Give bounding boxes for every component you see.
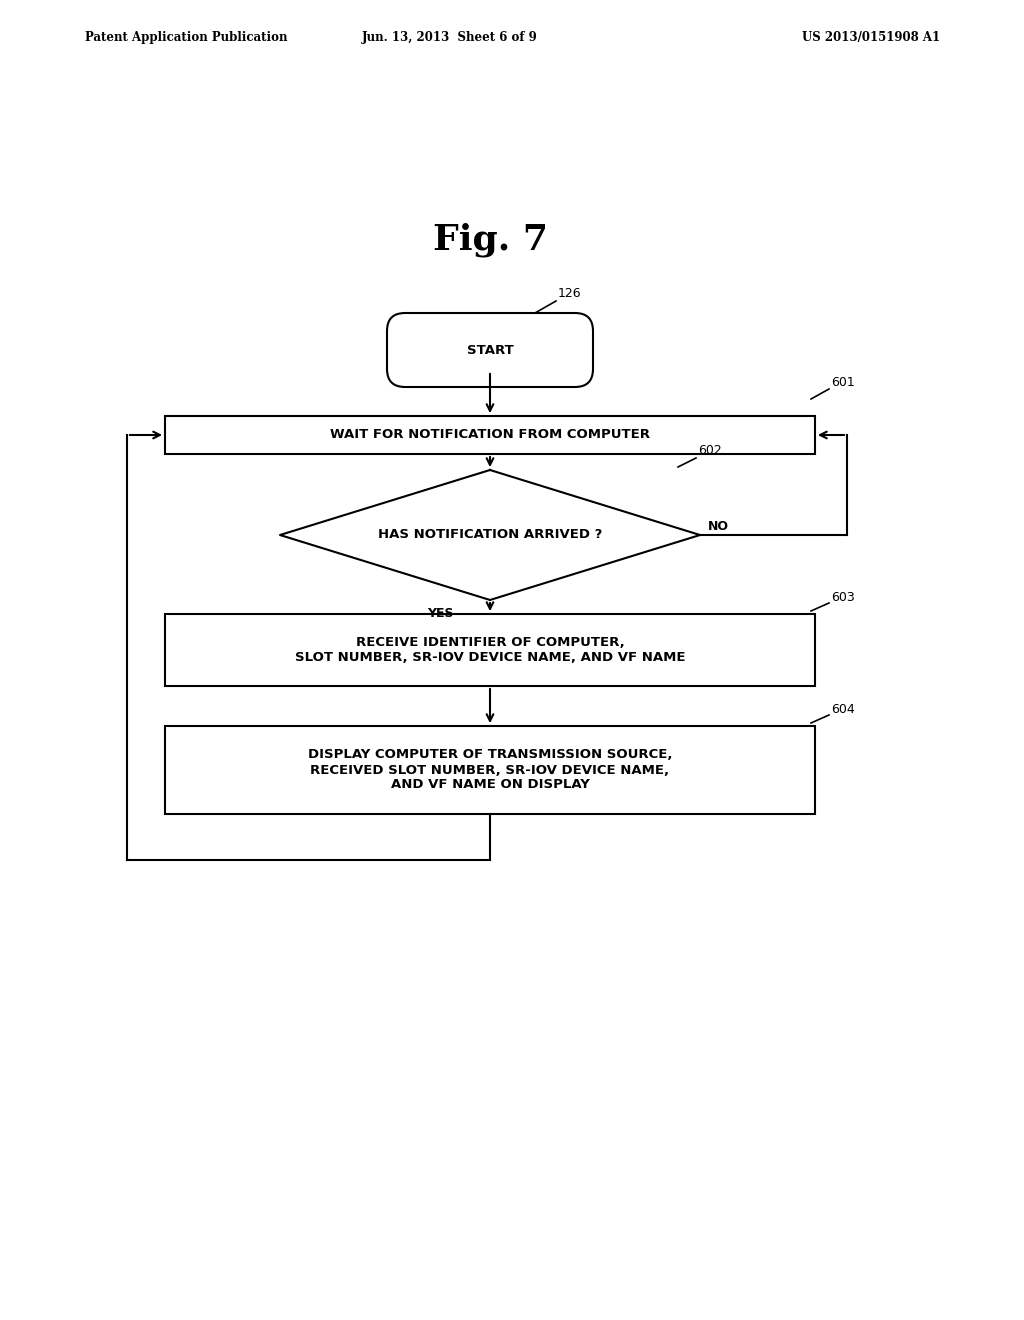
Text: START: START — [467, 343, 513, 356]
Text: Jun. 13, 2013  Sheet 6 of 9: Jun. 13, 2013 Sheet 6 of 9 — [362, 32, 538, 45]
Text: RECEIVE IDENTIFIER OF COMPUTER,
SLOT NUMBER, SR-IOV DEVICE NAME, AND VF NAME: RECEIVE IDENTIFIER OF COMPUTER, SLOT NUM… — [295, 636, 685, 664]
Text: YES: YES — [427, 607, 454, 620]
Text: WAIT FOR NOTIFICATION FROM COMPUTER: WAIT FOR NOTIFICATION FROM COMPUTER — [330, 429, 650, 441]
Text: NO: NO — [708, 520, 729, 533]
Text: US 2013/0151908 A1: US 2013/0151908 A1 — [802, 32, 940, 45]
Bar — [165, 726, 815, 814]
Text: Fig. 7: Fig. 7 — [432, 223, 548, 257]
Text: Patent Application Publication: Patent Application Publication — [85, 32, 288, 45]
Text: 604: 604 — [831, 704, 855, 715]
Text: HAS NOTIFICATION ARRIVED ?: HAS NOTIFICATION ARRIVED ? — [378, 528, 602, 541]
Bar — [165, 614, 815, 686]
Text: 126: 126 — [558, 286, 582, 300]
Text: 603: 603 — [831, 591, 855, 605]
Text: 602: 602 — [698, 444, 722, 457]
FancyBboxPatch shape — [387, 313, 593, 387]
Bar — [165, 416, 815, 454]
Text: DISPLAY COMPUTER OF TRANSMISSION SOURCE,
RECEIVED SLOT NUMBER, SR-IOV DEVICE NAM: DISPLAY COMPUTER OF TRANSMISSION SOURCE,… — [308, 748, 672, 792]
Text: 601: 601 — [831, 376, 855, 389]
